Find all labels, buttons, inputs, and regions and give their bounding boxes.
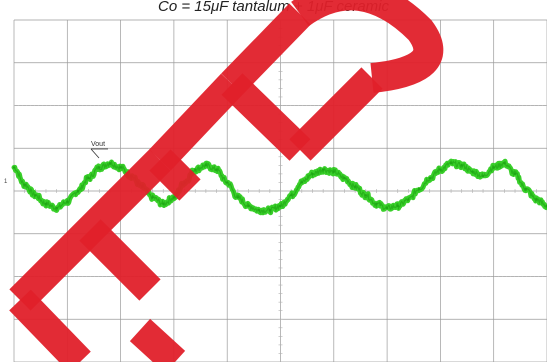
trace-point	[34, 194, 37, 197]
trace-point	[364, 194, 367, 197]
watermark-stroke	[149, 149, 201, 201]
watermark-stroke	[79, 219, 161, 301]
trace-point	[289, 194, 293, 197]
watermark-stroke	[291, 0, 444, 93]
trace-point	[204, 164, 208, 167]
trace-point	[55, 206, 58, 210]
trace-point	[226, 181, 229, 184]
trace-point	[471, 170, 474, 173]
watermark-stroke	[221, 3, 311, 95]
trace-point	[247, 204, 250, 208]
trace-point	[428, 176, 431, 180]
trace-point	[375, 202, 378, 206]
trace-point	[353, 185, 357, 188]
ground-marker: 1	[4, 179, 8, 185]
trace-point	[449, 162, 453, 165]
trace-point	[503, 162, 506, 165]
trace-label-leader	[90, 148, 100, 159]
trace-point	[23, 183, 26, 186]
trace-point	[279, 204, 282, 208]
trace-point	[12, 166, 16, 169]
trace-point	[66, 200, 69, 203]
end-watermark	[9, 0, 444, 362]
trace-point	[151, 196, 154, 199]
watermark-stroke	[9, 289, 91, 362]
trace-point	[492, 166, 495, 169]
trace-point	[524, 187, 527, 191]
watermark-stroke	[149, 73, 243, 171]
trace-point	[513, 172, 517, 176]
trace-point	[44, 202, 48, 206]
trace-point	[215, 168, 218, 171]
trace-point	[119, 166, 122, 169]
watermark-stroke	[129, 318, 186, 362]
label-layer: Vout 1	[4, 141, 108, 185]
trace-point	[460, 164, 463, 167]
trace-point	[407, 198, 410, 201]
trace-point	[439, 168, 442, 171]
trace-point	[332, 170, 335, 173]
trace-point	[194, 168, 197, 171]
trace-point	[385, 206, 389, 210]
trace-point	[162, 202, 165, 206]
trace-point	[257, 209, 261, 212]
trace-point	[535, 198, 538, 201]
trace-point	[311, 172, 314, 176]
trace-point	[76, 189, 80, 193]
trace-point	[481, 174, 485, 178]
watermark-stroke	[289, 67, 383, 161]
trace-point	[236, 196, 240, 199]
trace-label-vout: Vout	[91, 141, 105, 148]
watermark-stroke	[221, 73, 311, 161]
trace-point	[396, 204, 399, 208]
trace-point	[108, 162, 112, 165]
trace-point	[321, 168, 325, 171]
trace-point	[268, 209, 272, 212]
trace-point	[87, 176, 90, 180]
trace-point	[417, 187, 421, 191]
trace-point	[300, 181, 304, 184]
trace-point	[98, 166, 101, 169]
trace-point	[343, 176, 346, 180]
trace-layer	[11, 158, 547, 216]
trace-point	[172, 196, 176, 199]
